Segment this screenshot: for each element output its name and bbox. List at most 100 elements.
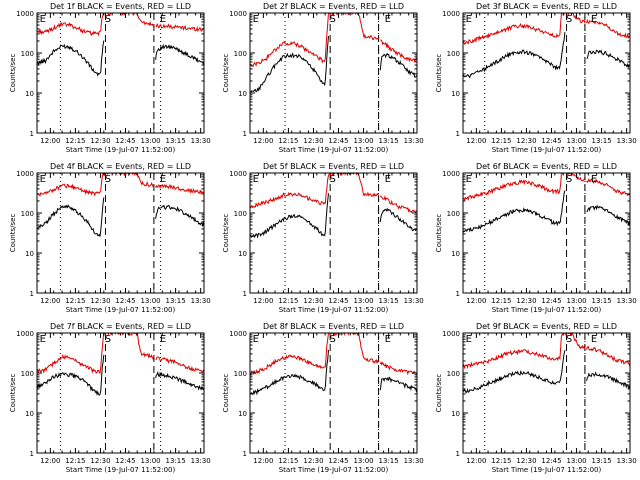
x-tick-label: 13:15 xyxy=(379,457,399,465)
y-tick-label: 10 xyxy=(25,410,34,418)
marker-label: S xyxy=(566,174,572,185)
chart-panel-3: Det 3f BLACK = Events, RED = LLD E S E 1 10 10… xyxy=(435,2,637,154)
events-series-line xyxy=(250,36,329,94)
y-tick-label: 10 xyxy=(451,250,460,258)
y-tick-label: 10 xyxy=(25,250,34,258)
marker-label: S xyxy=(329,174,335,185)
chart-panel-4: Det 4f BLACK = Events, RED = LLD E S E 1 10 10… xyxy=(9,162,211,314)
y-tick-label: 100 xyxy=(447,210,460,218)
y-tick-label: 1000 xyxy=(16,10,34,18)
y-tick-label: 1000 xyxy=(229,170,247,178)
x-tick-label: 12:15 xyxy=(491,457,511,465)
events-series-line xyxy=(463,32,566,79)
marker-label: E xyxy=(160,334,166,345)
axes-frame xyxy=(36,332,205,454)
y-axis-label: Counts/sec xyxy=(9,214,17,253)
events-series-line xyxy=(379,52,417,78)
events-series-line xyxy=(250,193,329,239)
x-tick-label: 12:00 xyxy=(40,297,60,305)
x-tick-label: 13:00 xyxy=(566,137,586,145)
chart-title: Det 3f BLACK = Events, RED = LLD xyxy=(476,2,617,11)
y-tick-label: 100 xyxy=(21,210,34,218)
x-tick-label: 12:15 xyxy=(65,457,85,465)
chart-panel-6: Det 6f BLACK = Events, RED = LLD E S E 1 10 10… xyxy=(435,162,637,314)
x-tick-label: 12:15 xyxy=(278,457,298,465)
y-tick-label: 10 xyxy=(451,90,460,98)
events-series-line xyxy=(463,350,566,394)
x-tick-label: 12:00 xyxy=(40,457,60,465)
marker-label: E xyxy=(253,14,259,25)
marker-label: E xyxy=(466,334,472,345)
x-axis-label: Start Time (19-Jul-07 11:52:00) xyxy=(492,466,602,474)
events-series-line xyxy=(155,43,204,65)
x-tick-label: 12:45 xyxy=(328,457,348,465)
x-tick-label: 13:00 xyxy=(353,297,373,305)
x-tick-label: 12:00 xyxy=(253,457,273,465)
lld-series-line xyxy=(155,183,204,195)
marker-label: E xyxy=(160,14,166,25)
marker-label: S xyxy=(105,174,111,185)
x-tick-label: 13:30 xyxy=(404,297,424,305)
lld-series-line xyxy=(155,22,204,32)
y-tick-label: 1 xyxy=(243,290,247,298)
lld-series-line xyxy=(250,333,379,376)
x-tick-label: 13:15 xyxy=(592,297,612,305)
marker-label: S xyxy=(329,334,335,345)
x-tick-label: 12:45 xyxy=(115,457,135,465)
events-series-line xyxy=(155,370,204,391)
marker-label: S xyxy=(566,334,572,345)
x-tick-label: 12:30 xyxy=(303,297,323,305)
y-tick-label: 100 xyxy=(21,370,34,378)
x-tick-label: 13:00 xyxy=(353,457,373,465)
lld-series-line xyxy=(37,173,155,197)
x-tick-label: 13:15 xyxy=(592,457,612,465)
marker-label: E xyxy=(160,174,166,185)
chart-panel-5: Det 5f BLACK = Events, RED = LLD E S E 1 10 10… xyxy=(222,162,424,314)
plot-area xyxy=(37,173,204,293)
marker-label: E xyxy=(591,14,597,25)
y-tick-label: 1000 xyxy=(16,170,34,178)
y-tick-label: 100 xyxy=(234,50,247,58)
axes-frame xyxy=(36,172,205,294)
x-axis-label: Start Time (19-Jul-07 11:52:00) xyxy=(66,146,176,154)
y-axis-label: Counts/sec xyxy=(222,214,230,253)
events-series-line xyxy=(463,190,566,234)
x-tick-label: 12:45 xyxy=(541,457,561,465)
chart-title: Det 5f BLACK = Events, RED = LLD xyxy=(263,162,404,171)
x-tick-label: 13:00 xyxy=(353,137,373,145)
y-axis-label: Counts/sec xyxy=(9,374,17,413)
plot-area xyxy=(250,13,417,133)
y-tick-label: 1 xyxy=(30,130,34,138)
x-tick-label: 13:30 xyxy=(617,137,637,145)
chart-title: Det 6f BLACK = Events, RED = LLD xyxy=(476,162,617,171)
chart-panel-9: Det 9f BLACK = Events, RED = LLD E S E 1 10 10… xyxy=(435,322,637,474)
lld-series-line xyxy=(250,13,380,68)
y-tick-label: 1 xyxy=(243,450,247,458)
x-tick-label: 12:30 xyxy=(516,137,536,145)
x-tick-label: 13:30 xyxy=(404,137,424,145)
x-tick-label: 13:00 xyxy=(566,457,586,465)
x-tick-label: 12:00 xyxy=(466,297,486,305)
events-series-line xyxy=(586,204,630,227)
x-axis-label: Start Time (19-Jul-07 11:52:00) xyxy=(66,306,176,314)
x-tick-label: 13:30 xyxy=(617,297,637,305)
plot-area xyxy=(250,333,417,453)
x-axis-label: Start Time (19-Jul-07 11:52:00) xyxy=(66,466,176,474)
x-tick-label: 13:30 xyxy=(191,137,211,145)
x-axis-label: Start Time (19-Jul-07 11:52:00) xyxy=(492,306,602,314)
x-tick-label: 13:30 xyxy=(191,297,211,305)
axes-frame xyxy=(249,172,418,294)
lld-series-line xyxy=(379,194,417,214)
events-series-line xyxy=(379,207,417,232)
x-tick-label: 12:00 xyxy=(40,137,60,145)
events-series-line xyxy=(379,376,417,393)
lld-series-line xyxy=(586,177,630,197)
lld-series-line xyxy=(463,13,586,45)
chart-panel-1: Det 1f BLACK = Events, RED = LLD E S E 1 10 10… xyxy=(9,2,211,154)
x-tick-label: 12:45 xyxy=(541,137,561,145)
x-tick-label: 12:00 xyxy=(253,297,273,305)
x-tick-label: 12:15 xyxy=(491,297,511,305)
marker-label: E xyxy=(253,174,259,185)
plot-area xyxy=(250,173,417,293)
y-tick-label: 100 xyxy=(447,370,460,378)
